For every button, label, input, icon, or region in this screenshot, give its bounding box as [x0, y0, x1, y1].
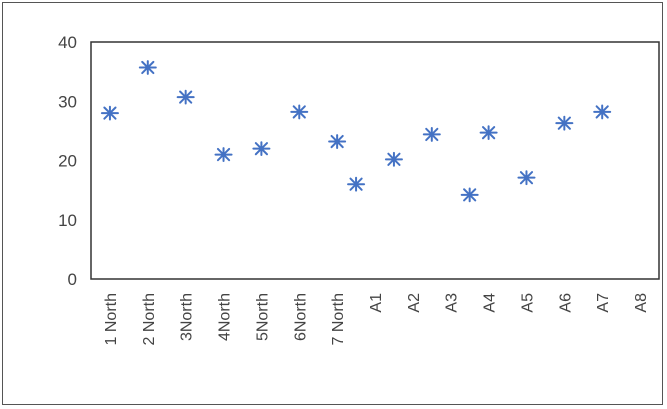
data-point — [555, 115, 574, 131]
plot-area — [90, 41, 660, 280]
data-point — [290, 104, 309, 120]
plot-border — [90, 41, 660, 280]
data-point — [384, 151, 403, 167]
chart-frame: 0 10 20 30 40 1 North 2 North 3North 4North 5Nor… — [2, 2, 663, 405]
x-category-label: A3 — [444, 293, 461, 313]
x-category-label: 6North — [292, 293, 309, 341]
x-category-label: A2 — [406, 293, 423, 313]
y-tick-label: 30 — [58, 92, 77, 111]
x-category-label: A4 — [482, 293, 499, 313]
x-category-label: A1 — [368, 293, 385, 313]
x-category-label: 3North — [179, 293, 196, 341]
data-point — [176, 89, 195, 105]
y-tick-label: 40 — [58, 33, 77, 52]
x-category-label: 4North — [217, 293, 234, 341]
x-category-label: A5 — [519, 293, 536, 313]
data-point — [214, 147, 233, 162]
data-point — [252, 141, 271, 157]
x-category-label: A7 — [595, 293, 612, 313]
y-tick-label: 0 — [68, 270, 77, 289]
data-point — [517, 170, 536, 186]
data-point — [138, 60, 157, 75]
x-category-label: A8 — [633, 293, 650, 313]
data-point — [479, 125, 498, 141]
x-axis-category-labels: 1 North 2 North 3North 4North 5North 6North 7 … — [103, 293, 650, 346]
x-category-label: 1 North — [103, 293, 120, 345]
scatter-chart: 0 10 20 30 40 1 North 2 North 3North 4North 5Nor… — [58, 33, 660, 346]
data-point — [460, 187, 479, 203]
data-point — [593, 104, 612, 120]
data-point — [328, 134, 347, 149]
data-markers — [100, 60, 612, 203]
y-tick-label: 20 — [58, 152, 77, 171]
x-category-label: 7 North — [330, 293, 347, 345]
data-point — [100, 105, 119, 121]
y-axis-ticks: 0 10 20 30 40 — [58, 33, 77, 289]
data-point — [422, 127, 441, 142]
x-category-label: 2 North — [141, 293, 158, 345]
x-category-label: A6 — [557, 293, 574, 313]
y-tick-label: 10 — [58, 211, 77, 230]
x-category-label: 5North — [254, 293, 271, 341]
data-point — [347, 176, 366, 192]
